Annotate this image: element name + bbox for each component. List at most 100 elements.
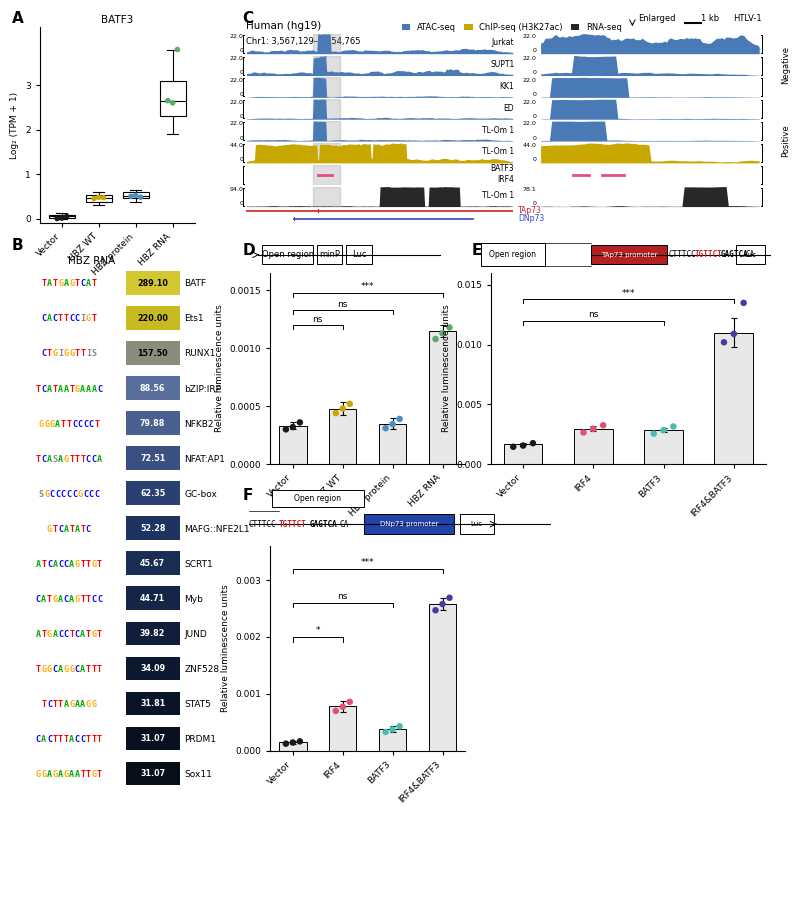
Text: C: C — [36, 735, 41, 743]
Text: 88.56: 88.56 — [140, 384, 165, 392]
Text: T: T — [86, 665, 91, 673]
Point — [436, 326, 449, 340]
Text: minP: minP — [319, 250, 340, 259]
Text: C: C — [36, 595, 41, 603]
Text: C: C — [60, 490, 66, 499]
Text: A: A — [69, 770, 74, 779]
Text: T: T — [36, 385, 41, 393]
Point — [60, 209, 73, 224]
Text: *: * — [316, 626, 320, 635]
Point — [343, 694, 356, 709]
Text: TL-Om 1: TL-Om 1 — [483, 126, 514, 135]
Text: Ets1: Ets1 — [184, 315, 204, 323]
Text: 52.28: 52.28 — [140, 524, 165, 532]
Text: A: A — [56, 420, 60, 429]
Text: A: A — [52, 560, 57, 569]
Text: C: C — [47, 560, 52, 569]
Text: G: G — [52, 595, 57, 603]
Text: T: T — [91, 735, 96, 743]
Text: B: B — [12, 238, 24, 253]
Text: A: A — [47, 770, 52, 779]
Text: Open region: Open region — [262, 250, 314, 259]
Text: C: C — [86, 525, 91, 533]
Text: A: A — [69, 560, 74, 569]
Text: 22.0: 22.0 — [522, 34, 537, 39]
Text: G: G — [86, 315, 91, 323]
Point — [507, 440, 520, 454]
Text: C: C — [67, 490, 72, 499]
Text: T: T — [91, 315, 96, 323]
Text: C: C — [86, 455, 91, 463]
Point — [429, 332, 442, 347]
Point — [166, 96, 179, 110]
Text: A: A — [36, 560, 41, 569]
Text: G: G — [69, 279, 74, 288]
Text: Luc: Luc — [471, 521, 483, 527]
Point — [329, 703, 342, 718]
Text: 45.67: 45.67 — [140, 559, 165, 568]
Text: SUPT1: SUPT1 — [490, 60, 514, 69]
Point — [286, 735, 299, 750]
Text: A: A — [97, 455, 102, 463]
Text: T: T — [86, 630, 91, 639]
Text: C: C — [64, 595, 68, 603]
Text: D: D — [242, 243, 255, 258]
Text: 22.0: 22.0 — [230, 77, 244, 83]
Text: STAT5: STAT5 — [184, 700, 211, 709]
Text: HBZ RNA: HBZ RNA — [68, 256, 115, 266]
Text: 0: 0 — [533, 92, 537, 97]
Text: T: T — [41, 560, 46, 569]
Text: C: C — [58, 525, 63, 533]
Text: A: A — [41, 595, 46, 603]
Text: T: T — [67, 420, 72, 429]
Bar — [313, 187, 339, 207]
Point — [436, 597, 449, 612]
Text: A: A — [47, 385, 52, 393]
Point — [577, 425, 590, 440]
Text: C: C — [91, 455, 96, 463]
Text: ***: *** — [361, 282, 374, 291]
Text: A: A — [75, 525, 80, 533]
Point — [51, 211, 64, 226]
Text: G: G — [69, 349, 74, 359]
Text: G: G — [36, 770, 41, 779]
Text: 22.0: 22.0 — [230, 99, 244, 105]
Text: 31.81: 31.81 — [140, 699, 165, 708]
Bar — [329, 706, 356, 751]
Text: T: T — [91, 279, 96, 288]
Text: 22.0: 22.0 — [230, 34, 244, 39]
Text: A: A — [80, 665, 85, 673]
Text: T: T — [69, 525, 74, 533]
Point — [526, 436, 539, 450]
Text: C: C — [41, 385, 46, 393]
Bar — [574, 429, 613, 464]
Point — [517, 439, 529, 453]
Text: G: G — [38, 420, 44, 429]
Text: C: C — [72, 490, 77, 499]
Text: C: C — [72, 420, 77, 429]
Point — [394, 719, 406, 733]
Text: A: A — [80, 385, 85, 393]
Text: 157.50: 157.50 — [138, 349, 168, 358]
Text: T: T — [58, 315, 63, 323]
Text: G: G — [91, 630, 96, 639]
Text: T: T — [47, 349, 52, 359]
Text: 0: 0 — [533, 136, 537, 141]
Text: I: I — [58, 349, 63, 359]
Text: E: E — [471, 243, 482, 258]
Text: C: C — [58, 630, 63, 639]
Text: KK1: KK1 — [499, 82, 514, 91]
Text: TGTTCT: TGTTCT — [279, 520, 307, 529]
Text: T: T — [91, 665, 96, 673]
Bar — [313, 99, 339, 119]
Text: Human (hg19): Human (hg19) — [246, 21, 322, 31]
Text: T: T — [69, 455, 74, 463]
Text: TL-Om 1: TL-Om 1 — [483, 147, 514, 157]
Text: S: S — [38, 490, 44, 499]
Point — [443, 591, 456, 605]
Point — [343, 397, 356, 411]
Point — [443, 320, 456, 335]
Text: A: A — [47, 279, 52, 288]
Text: T: T — [80, 595, 85, 603]
Bar — [591, 245, 667, 265]
